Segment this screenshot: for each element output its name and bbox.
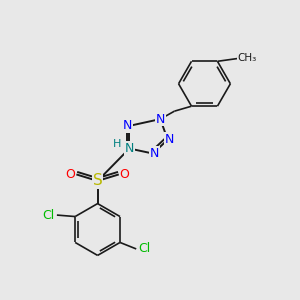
Text: O: O (120, 168, 130, 181)
Text: Cl: Cl (138, 242, 151, 255)
Text: N: N (125, 142, 134, 155)
Text: CH₃: CH₃ (238, 53, 257, 63)
Text: N: N (164, 133, 174, 146)
Text: S: S (93, 173, 103, 188)
Text: Cl: Cl (43, 208, 55, 222)
Text: N: N (123, 119, 133, 132)
Text: N: N (156, 112, 165, 126)
Text: H: H (113, 139, 121, 149)
Text: N: N (150, 147, 159, 160)
Text: O: O (66, 168, 75, 181)
